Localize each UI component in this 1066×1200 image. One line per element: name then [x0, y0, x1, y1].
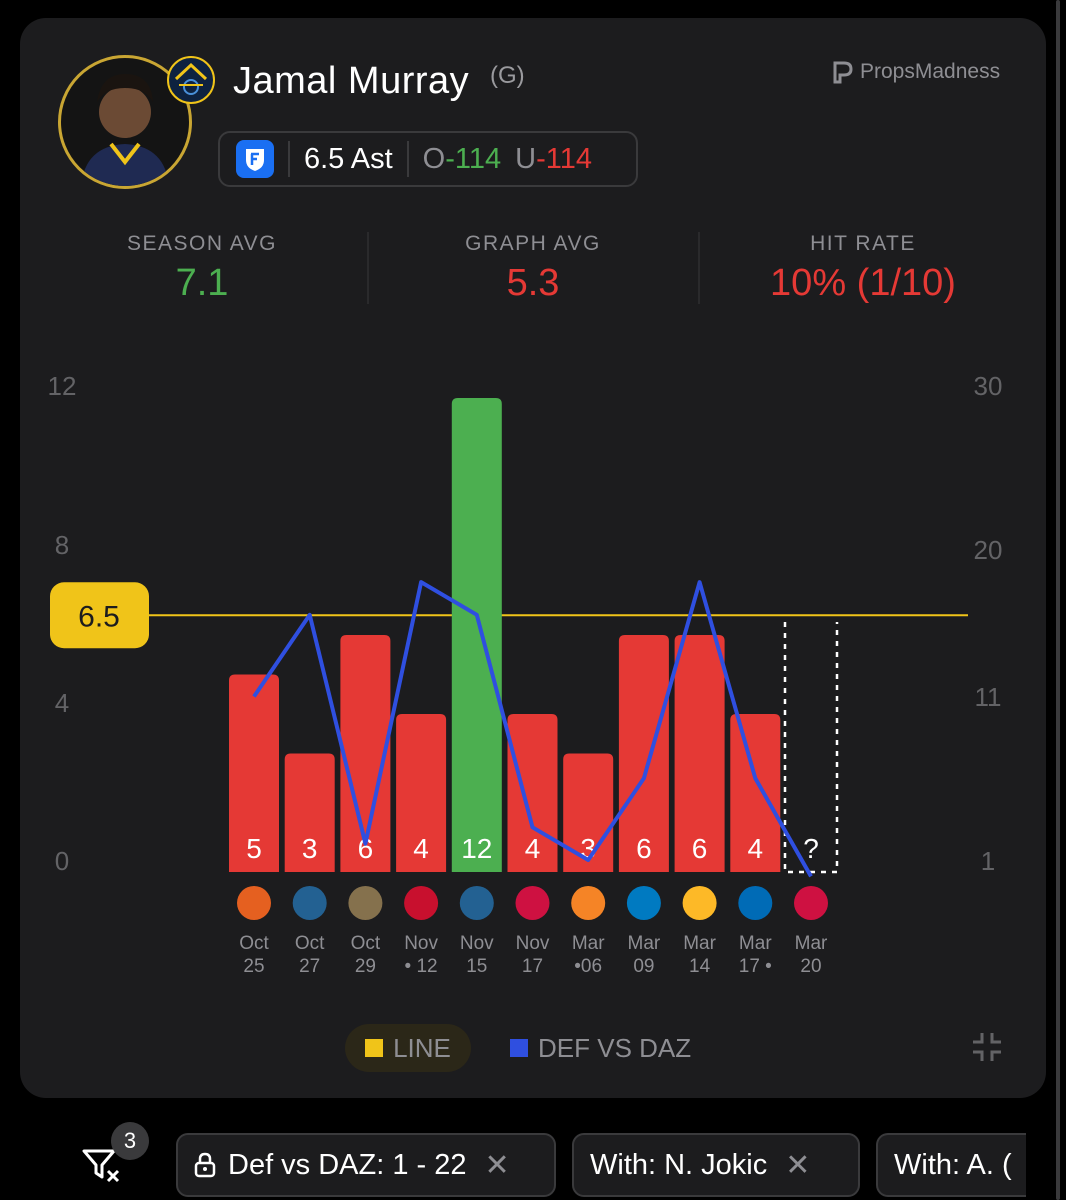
brand-name: PropsMadness: [860, 60, 1001, 83]
pill-divider: [406, 141, 409, 177]
filter-chip-label: With: A. (: [894, 1148, 1012, 1181]
stat-divider: [367, 232, 369, 304]
game-date-day: 17: [521, 956, 544, 977]
legend-def-toggle[interactable]: DEF VS DAZ: [510, 1024, 691, 1072]
left-axis-tick: 4: [55, 688, 69, 718]
bar-value-label: ?: [803, 833, 819, 864]
game-date-month: Nov: [459, 933, 494, 954]
filter-chip-label: Def vs DAZ: 1 - 22: [228, 1148, 467, 1181]
legend-def-label: DEF VS DAZ: [538, 1032, 692, 1063]
game-date-day: 09: [633, 956, 655, 977]
game-date-day: 29: [354, 956, 376, 977]
game-date-day: 15: [466, 956, 488, 977]
game-date-month: Mar: [794, 933, 828, 954]
prop-line-value: 6.5 Ast: [304, 142, 393, 175]
bar-value-label: 3: [302, 833, 318, 864]
bar-value-label: 5: [246, 833, 262, 864]
left-axis-tick: 12: [48, 371, 77, 401]
bar-value-label: 6: [636, 833, 652, 864]
filter-chip-def-vs-daz[interactable]: Def vs DAZ: 1 - 22 ✕: [176, 1133, 556, 1197]
game-date-month: Mar: [571, 933, 605, 954]
graph-avg-value: 5.3: [506, 262, 560, 304]
game-date-label: Nov 17: [505, 932, 561, 978]
game-date-label: Mar 17 •: [727, 932, 783, 978]
game-date-day: 27: [299, 956, 321, 977]
left-axis-tick: 0: [55, 846, 69, 876]
hit-rate-stat: HIT RATE 10% (1/10): [698, 232, 1028, 305]
game-date-label: Oct 27: [282, 932, 338, 978]
game-date-day: • 12: [404, 956, 438, 977]
brand-logo: PropsMadness: [832, 60, 1000, 84]
graph-avg-stat: GRAPH AVG 5.3: [368, 232, 698, 305]
bar-value-label: 6: [692, 833, 708, 864]
lock-icon: [194, 1152, 216, 1178]
under-odds: U-114: [515, 142, 592, 175]
bar-value-label: 6: [358, 833, 374, 864]
game-date-day: •06: [574, 956, 603, 977]
game-date-label: Nov • 12: [393, 932, 449, 978]
game-date-month: Mar: [627, 933, 661, 954]
bar-value-label: 3: [580, 833, 596, 864]
season-avg-stat: SEASON AVG 7.1: [37, 232, 367, 305]
hit-rate-label: HIT RATE: [810, 232, 916, 255]
game-date-day: 25: [243, 956, 265, 977]
filter-chip-with-a[interactable]: With: A. (: [876, 1133, 1026, 1197]
remove-filter-icon[interactable]: ✕: [785, 1148, 811, 1182]
stats-row: SEASON AVG 7.1 GRAPH AVG 5.3 HIT RATE 10…: [20, 232, 1046, 312]
game-date-label: Mar 20: [783, 932, 839, 978]
pill-divider: [288, 141, 290, 177]
legend-line-toggle[interactable]: LINE: [345, 1024, 471, 1072]
player-position: (G): [490, 62, 525, 89]
game-date-label: Mar 09: [616, 932, 672, 978]
bar-value-label: 4: [748, 833, 764, 864]
over-odds: O-114: [422, 142, 502, 175]
game-date-month: Mar: [738, 933, 772, 954]
bar-value-label: 4: [413, 833, 429, 864]
nuggets-logo-icon: [166, 55, 216, 105]
game-date-month: Mar: [683, 933, 716, 954]
filter-count-badge: 3: [111, 1122, 149, 1160]
fanduel-shield-icon: [236, 140, 274, 178]
right-axis-tick: 1: [981, 846, 995, 876]
def-swatch: [510, 1039, 528, 1057]
game-date-month: Oct: [294, 933, 325, 954]
game-date-day: 14: [689, 956, 711, 977]
collapse-icon[interactable]: [970, 1030, 1004, 1064]
game-date-day: 20: [800, 956, 822, 977]
game-date-month: Oct: [350, 933, 381, 954]
game-date-label: Oct 29: [337, 932, 393, 978]
game-date-month: Nov: [515, 933, 550, 954]
legend-line-label: LINE: [393, 1032, 451, 1063]
prop-line-pill[interactable]: 6.5 Ast O-114 U-114: [218, 131, 638, 187]
left-axis-tick: 8: [55, 530, 69, 560]
game-date-label: Nov 15: [449, 932, 505, 978]
season-avg-label: SEASON AVG: [127, 232, 277, 255]
filter-chip-with-jokic[interactable]: With: N. Jokic ✕: [572, 1133, 860, 1197]
bar-value-label: 4: [525, 833, 541, 864]
line-swatch: [365, 1039, 384, 1057]
game-date-label: Mar •06: [560, 932, 616, 978]
bar-value-label: 12: [461, 833, 492, 864]
propsmadness-icon: [833, 61, 853, 84]
right-axis-tick: 11: [975, 682, 1002, 712]
game-date-month: Nov: [404, 933, 438, 954]
game-date-day: 17 •: [738, 956, 772, 977]
prop-line-badge-label: 6.5: [78, 600, 120, 633]
remove-filter-icon[interactable]: ✕: [484, 1148, 510, 1182]
player-name: Jamal Murray: [233, 60, 470, 102]
filter-chip-label: With: N. Jokic: [590, 1148, 768, 1181]
game-date-label: Mar 14: [672, 932, 728, 978]
season-avg-value: 7.1: [175, 262, 229, 304]
hit-rate-value: 10% (1/10): [770, 262, 956, 304]
right-axis-tick: 20: [974, 535, 1003, 565]
game-date-month: Oct: [239, 933, 269, 954]
stat-divider: [698, 232, 700, 304]
scrollbar[interactable]: [1056, 0, 1060, 1200]
game-date-label: Oct 25: [226, 932, 282, 978]
graph-avg-label: GRAPH AVG: [465, 232, 601, 255]
right-axis-tick: 30: [974, 371, 1003, 401]
